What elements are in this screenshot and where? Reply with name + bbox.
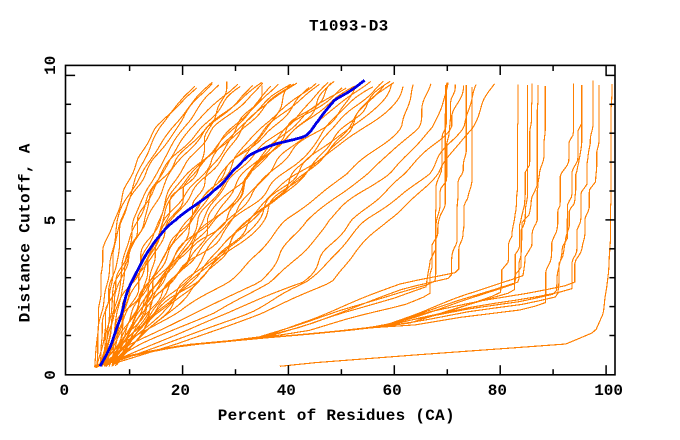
svg-text:Distance Cutoff, A: Distance Cutoff, A xyxy=(16,143,34,322)
svg-text:10: 10 xyxy=(42,56,60,75)
svg-text:T1093-D3: T1093-D3 xyxy=(309,18,389,36)
svg-text:100: 100 xyxy=(594,382,623,400)
svg-text:20: 20 xyxy=(171,382,190,400)
svg-text:0: 0 xyxy=(42,370,60,380)
svg-text:5: 5 xyxy=(42,215,60,225)
svg-text:40: 40 xyxy=(277,382,296,400)
svg-text:Percent of Residues (CA): Percent of Residues (CA) xyxy=(218,407,455,425)
svg-text:0: 0 xyxy=(59,382,69,400)
svg-text:60: 60 xyxy=(382,382,401,400)
svg-text:80: 80 xyxy=(488,382,507,400)
